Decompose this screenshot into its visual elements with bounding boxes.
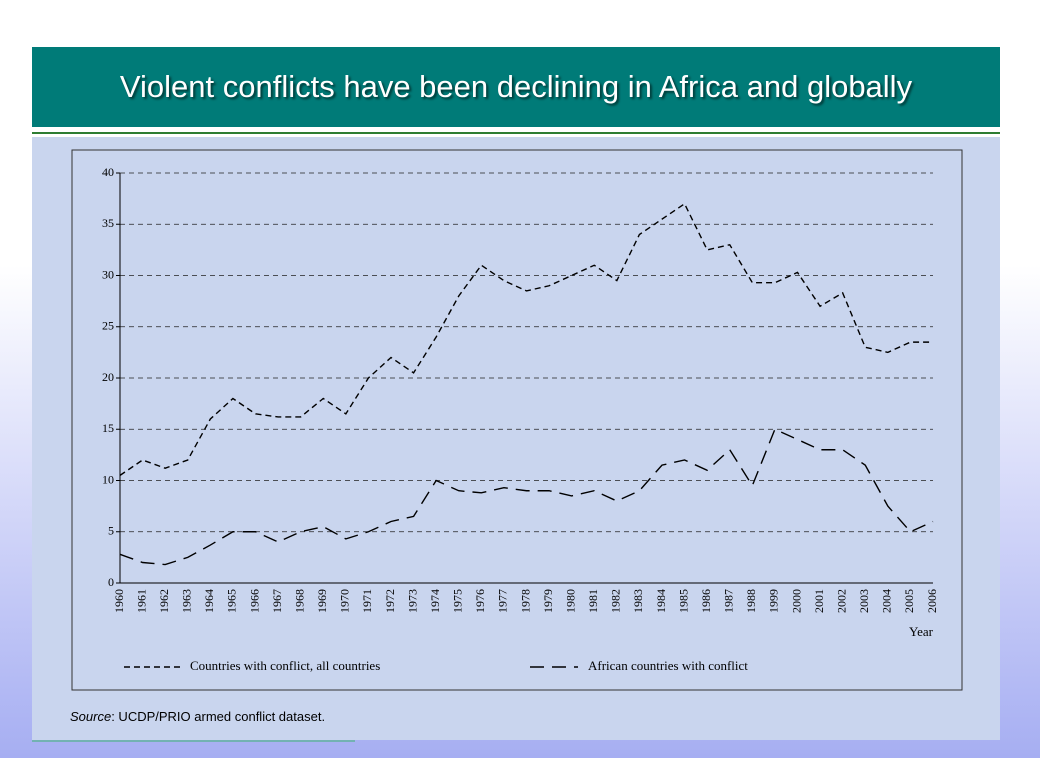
x-tick-label: 1985 bbox=[676, 589, 690, 613]
x-tick-label: 2001 bbox=[812, 589, 826, 613]
source: Source: UCDP/PRIO armed conflict dataset… bbox=[70, 709, 325, 724]
x-tick-label: 2003 bbox=[857, 589, 871, 613]
y-tick-label: 35 bbox=[102, 216, 114, 230]
x-tick-label: 1987 bbox=[722, 589, 736, 613]
x-tick-label: 1968 bbox=[292, 589, 306, 613]
x-tick-label: 1977 bbox=[496, 589, 510, 613]
x-tick-label: 1966 bbox=[247, 589, 261, 613]
x-tick-label: 1969 bbox=[315, 589, 329, 613]
x-tick-label: 2006 bbox=[925, 589, 939, 613]
series-line bbox=[119, 202, 933, 476]
y-tick-label: 20 bbox=[102, 370, 114, 384]
x-tick-label: 1965 bbox=[225, 589, 239, 613]
x-tick-label: 1973 bbox=[405, 589, 419, 613]
x-tick-label: 1974 bbox=[428, 589, 442, 613]
title-rule bbox=[32, 132, 1000, 134]
chart-panel bbox=[32, 137, 1000, 740]
y-tick-label: 5 bbox=[108, 524, 114, 538]
x-tick-label: 2000 bbox=[789, 589, 803, 613]
x-tick-label: 1962 bbox=[157, 589, 171, 613]
x-tick-label: 1999 bbox=[767, 589, 781, 613]
source-label: Source bbox=[70, 709, 111, 724]
x-tick-label: 1981 bbox=[586, 589, 600, 613]
x-tick-label: 1967 bbox=[270, 589, 284, 613]
x-tick-label: 1982 bbox=[609, 589, 623, 613]
x-tick-label: 2002 bbox=[834, 589, 848, 613]
x-tick-label: 1961 bbox=[134, 589, 148, 613]
x-tick-label: 2005 bbox=[902, 589, 916, 613]
x-tick-label: 1976 bbox=[473, 589, 487, 613]
legend-label: Countries with conflict, all countries bbox=[190, 658, 380, 673]
x-tick-label: 1964 bbox=[202, 589, 216, 613]
y-tick-label: 30 bbox=[102, 267, 114, 281]
x-tick-label: 1988 bbox=[744, 589, 758, 613]
x-tick-label: 1970 bbox=[338, 589, 352, 613]
x-tick-label: 1986 bbox=[699, 589, 713, 613]
x-tick-label: 1984 bbox=[654, 589, 668, 613]
y-tick-label: 15 bbox=[102, 421, 114, 435]
y-tick-label: 10 bbox=[102, 472, 114, 486]
x-tick-label: 1972 bbox=[383, 589, 397, 613]
x-tick-label: 1960 bbox=[112, 589, 126, 613]
x-tick-label: 1978 bbox=[518, 589, 532, 613]
x-tick-label: 2004 bbox=[880, 589, 894, 613]
source-text: : UCDP/PRIO armed conflict dataset. bbox=[111, 709, 325, 724]
x-tick-label: 1983 bbox=[631, 589, 645, 613]
slide-title: Violent conflicts have been declining in… bbox=[32, 47, 1000, 127]
legend-label: African countries with conflict bbox=[588, 658, 748, 673]
y-tick-label: 25 bbox=[102, 319, 114, 333]
x-tick-label: 1980 bbox=[563, 589, 577, 613]
x-tick-label: 1971 bbox=[360, 589, 374, 613]
x-axis-label: Year bbox=[909, 624, 934, 639]
x-tick-label: 1963 bbox=[180, 589, 194, 613]
y-tick-label: 40 bbox=[102, 165, 114, 179]
x-tick-label: 1979 bbox=[541, 589, 555, 613]
chart-frame bbox=[71, 149, 963, 691]
y-tick-label: 0 bbox=[108, 575, 114, 589]
x-tick-label: 1975 bbox=[451, 589, 465, 613]
series-line bbox=[119, 428, 934, 566]
